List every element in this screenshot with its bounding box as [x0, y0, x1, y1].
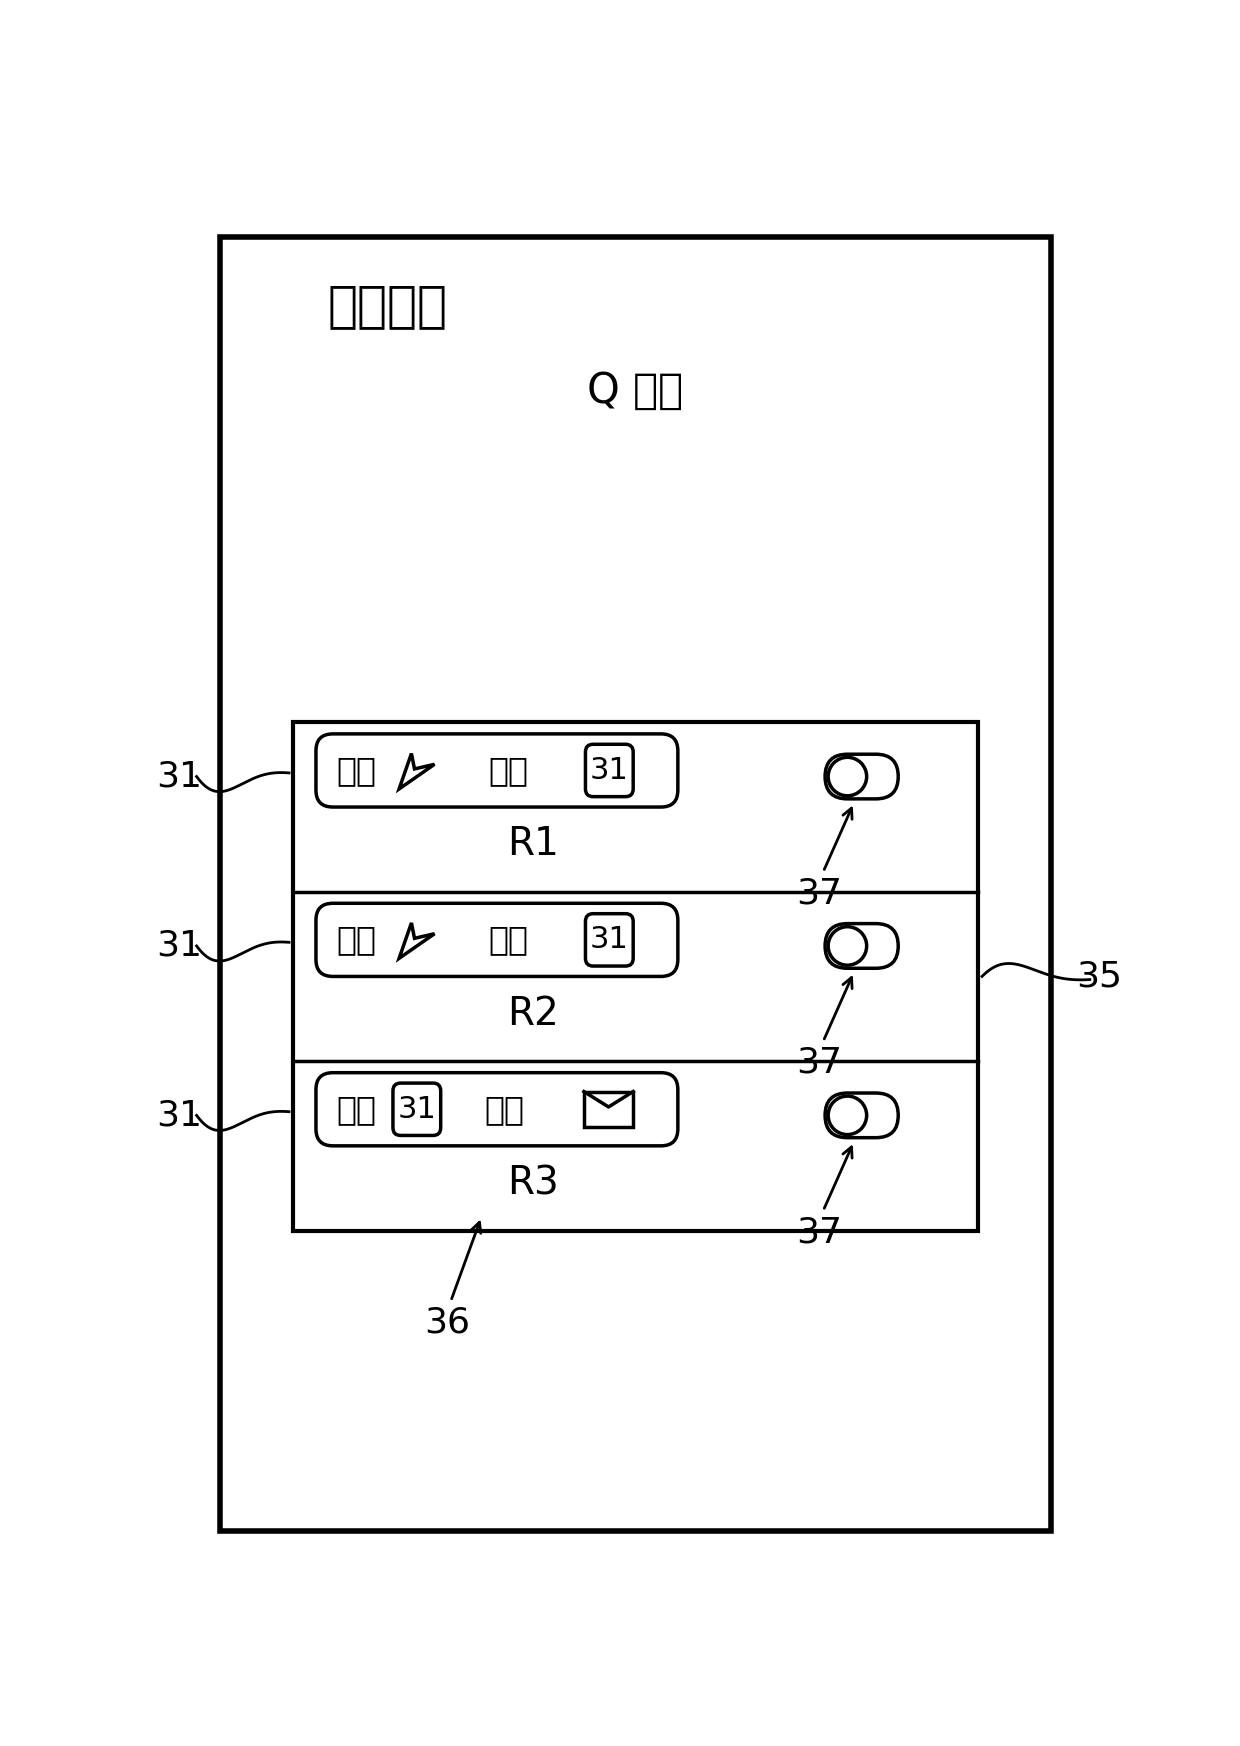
Bar [584, 1091, 634, 1126]
Text: R3: R3 [507, 1165, 558, 1201]
FancyBboxPatch shape [316, 733, 678, 807]
Text: Q 搜索: Q 搜索 [588, 370, 683, 412]
FancyBboxPatch shape [316, 903, 678, 976]
Text: 我的方案: 我的方案 [327, 283, 448, 330]
Bar [219, 237, 1052, 1531]
FancyBboxPatch shape [393, 1083, 440, 1135]
Text: 37: 37 [796, 1215, 842, 1250]
Text: 31: 31 [156, 929, 202, 964]
Text: 31: 31 [156, 760, 202, 793]
Bar [293, 723, 978, 1231]
Text: 31: 31 [397, 1095, 436, 1124]
Circle shape [828, 758, 867, 796]
FancyBboxPatch shape [825, 1093, 898, 1138]
FancyBboxPatch shape [825, 924, 898, 969]
Text: 37: 37 [796, 876, 842, 911]
Text: 31: 31 [590, 925, 629, 955]
Text: 36: 36 [424, 1306, 470, 1339]
Text: 35: 35 [1076, 960, 1122, 993]
Text: R2: R2 [507, 995, 558, 1032]
Text: 那么: 那么 [489, 754, 528, 787]
Text: 如果: 如果 [336, 1093, 376, 1126]
Text: 那么: 那么 [485, 1093, 525, 1126]
FancyBboxPatch shape [825, 754, 898, 800]
Text: 37: 37 [796, 1046, 842, 1081]
Text: 那么: 那么 [489, 924, 528, 957]
Text: 如果: 如果 [336, 924, 376, 957]
Text: 31: 31 [590, 756, 629, 786]
FancyBboxPatch shape [316, 1072, 678, 1145]
Circle shape [828, 927, 867, 966]
FancyBboxPatch shape [585, 913, 634, 966]
Text: 31: 31 [156, 1098, 202, 1133]
Circle shape [828, 1096, 867, 1135]
Text: R1: R1 [507, 826, 559, 863]
Text: 如果: 如果 [336, 754, 376, 787]
FancyBboxPatch shape [585, 744, 634, 796]
